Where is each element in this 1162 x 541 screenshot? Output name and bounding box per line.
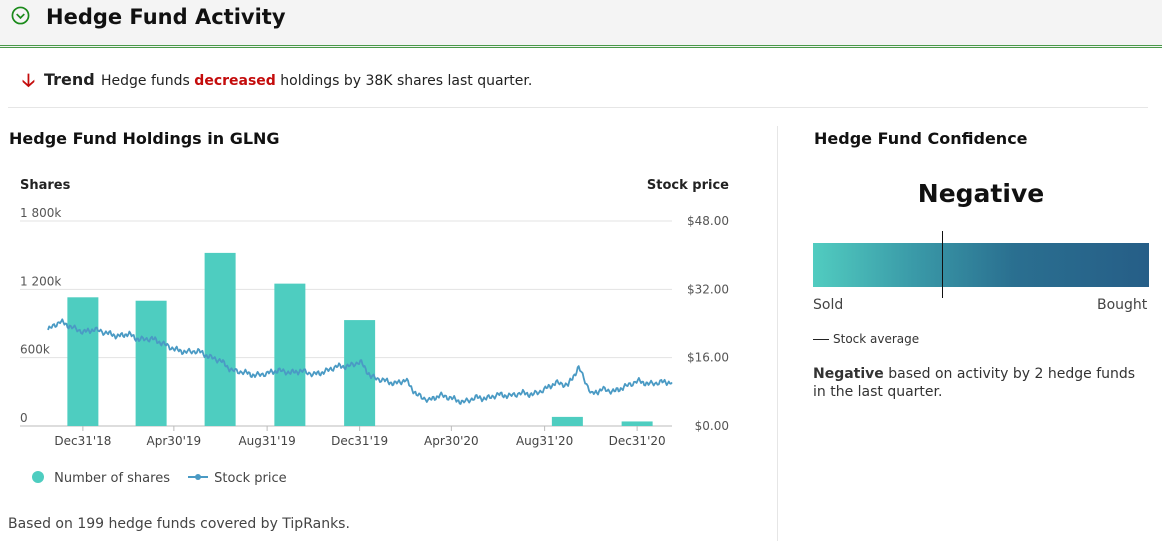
x-tick-label: Dec31'19 <box>331 434 388 448</box>
x-tick-label: Dec31'20 <box>609 434 666 448</box>
shares-bar <box>274 283 306 426</box>
shares-bar <box>67 297 99 426</box>
confidence-description: Negative based on activity by 2 hedge fu… <box>813 365 1149 401</box>
stock-price-line <box>47 318 673 405</box>
legend-shares-label: Number of shares <box>54 471 170 486</box>
holdings-title: Hedge Fund Holdings in GLNG <box>9 129 280 148</box>
stock-average-dash <box>813 339 829 340</box>
x-tick-label: Dec31'18 <box>54 434 111 448</box>
x-tick-label: Apr30'19 <box>147 434 202 448</box>
x-tick-label: Aug31'19 <box>238 434 295 448</box>
arrow-down-icon: 🡣 <box>22 70 35 91</box>
left-tick-label: 0 <box>20 411 28 425</box>
shares-bar <box>135 300 167 426</box>
shares-bar <box>204 252 236 426</box>
section-title: Hedge Fund Activity <box>46 5 286 29</box>
sold-label: Sold <box>813 297 844 313</box>
shares-bar <box>551 416 583 426</box>
holdings-chart: Shares Stock price 1 800k 1 200k 600k 0 $48.00… <box>20 178 729 448</box>
confidence-gradient-bar <box>813 243 1149 287</box>
right-tick-label: $16.00 <box>687 351 729 365</box>
trend-label: Trend <box>44 70 95 89</box>
trend-text-after: holdings by 38K shares last quarter. <box>275 73 533 89</box>
footer-note: Based on 199 hedge funds covered by TipR… <box>8 516 350 532</box>
bought-label: Bought <box>1097 297 1148 313</box>
section-header: Hedge Fund Activity <box>0 0 1162 48</box>
legend-shares[interactable]: Number of shares <box>30 469 170 486</box>
right-axis-title: Stock price <box>647 178 729 193</box>
confidence-desc-bold: Negative <box>813 366 884 382</box>
trend-highlight: decreased <box>194 73 276 89</box>
legend-price-label: Stock price <box>214 471 287 486</box>
legend-price-swatch <box>188 474 208 480</box>
divider <box>8 107 1148 108</box>
left-axis-title: Shares <box>20 178 71 193</box>
x-tick-label: Aug31'20 <box>516 434 573 448</box>
stock-average-legend: Stock average <box>813 332 919 346</box>
right-tick-label: $48.00 <box>687 214 729 228</box>
stock-average-label: Stock average <box>833 332 920 346</box>
right-tick-label: $0.00 <box>695 419 729 433</box>
left-tick-label: 1 800k <box>20 206 61 220</box>
confidence-desc-rest: based on activity by 2 hedge funds in th… <box>813 366 1136 400</box>
confidence-value: Negative <box>917 179 1045 208</box>
left-tick-label: 600k <box>20 343 50 357</box>
right-tick-label: $32.00 <box>687 282 729 296</box>
legend-price[interactable]: Stock price <box>188 469 287 486</box>
left-tick-label: 1 200k <box>20 274 61 288</box>
vertical-divider <box>777 126 778 541</box>
trend-text-before: Hedge funds <box>101 73 195 89</box>
x-tick-label: Apr30'20 <box>424 434 479 448</box>
chevron-down-circle-icon[interactable] <box>11 6 30 25</box>
stock-average-marker <box>942 231 944 298</box>
shares-bar <box>344 320 376 426</box>
confidence-title: Hedge Fund Confidence <box>814 129 1028 148</box>
legend-shares-swatch <box>32 471 44 483</box>
trend-text: Hedge funds decreased holdings by 38K sh… <box>101 73 532 89</box>
shares-bar <box>621 421 653 426</box>
